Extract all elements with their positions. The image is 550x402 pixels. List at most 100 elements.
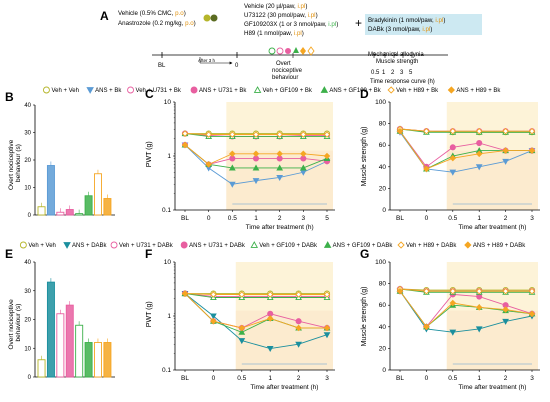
timeline-ticks: 0.5 1 2 3 5: [371, 52, 413, 76]
data-point: [295, 341, 302, 348]
data-point: [449, 169, 457, 176]
panel-b: B Overt nociceptive behaviour (s) 0 10 20 30 40: [5, 90, 115, 219]
data-point: [475, 326, 483, 333]
x-axis-label: Time after treatment (h): [458, 224, 526, 231]
data-point: [396, 127, 404, 135]
data-point: [449, 127, 457, 135]
x-tick-label: 1: [477, 215, 481, 222]
panel-letter: C: [145, 87, 154, 101]
data-point: [323, 131, 331, 138]
x-tick-label: 0: [207, 215, 211, 222]
panel-letter: D: [360, 87, 369, 101]
y-axis-label: Overt nociceptive: [8, 139, 15, 190]
legend-marker: [387, 86, 395, 94]
panel-letter: G: [360, 247, 369, 261]
overt-line2: nociceptive: [272, 68, 303, 74]
legend-entry: ANS + U731 + DABk: [189, 243, 246, 249]
treatment-vehicle-label: Vehicle (20 µl/paw, i.pl): [244, 3, 307, 10]
y-tick-label: 30: [24, 131, 31, 137]
data-point: [528, 287, 536, 295]
legend-marker: [447, 86, 455, 94]
overt-line1: Overt: [276, 61, 291, 67]
data-point: [502, 158, 509, 165]
y-tick-label: 0: [382, 367, 386, 374]
data-point: [396, 287, 404, 295]
y-tick-label: 40: [379, 164, 387, 171]
bar: [37, 206, 46, 216]
bar: [56, 313, 65, 378]
y-tick-label: 20: [379, 345, 387, 352]
bar: [94, 173, 102, 216]
x-tick-label: 0.5: [448, 375, 457, 382]
y-tick-label: 0.1: [162, 207, 171, 214]
y-tick-label: 10: [164, 259, 172, 266]
data-point: [323, 291, 331, 298]
data-point: [528, 147, 536, 154]
y-tick-label: 80: [379, 281, 387, 288]
legend-marker: [127, 86, 135, 94]
data-point: [449, 287, 457, 295]
data-point: [502, 318, 509, 325]
x-tick-label: BL: [396, 375, 404, 382]
data-point: [502, 127, 509, 135]
bar: [94, 342, 102, 378]
series-line: [399, 288, 532, 291]
data-point: [295, 318, 302, 325]
y-tick-label: 20: [379, 185, 387, 192]
x-tick-label: 1: [268, 375, 272, 382]
legend-marker: [63, 242, 71, 249]
data-point: [238, 328, 246, 335]
data-point: [266, 345, 274, 353]
x-axis-label: Time after treatment (h): [250, 384, 318, 391]
data-point: [229, 131, 236, 138]
y-tick-label: 60: [379, 302, 387, 309]
panel-letter: F: [145, 247, 152, 261]
data-point: [205, 161, 212, 168]
y-axis-label: behaviour (s): [15, 144, 22, 182]
x-tick-label: 2: [504, 375, 508, 382]
x-tick-label: 1: [477, 375, 481, 382]
data-point: [238, 338, 246, 345]
panel-g: G Muscle strength (g) 0 20 40 60 80 100 BL 0 0.5 1 2…: [360, 247, 540, 391]
timeline-tick-label: 0.5: [371, 70, 380, 76]
treatment-h89-label: H89 (1 nmol/paw, i.pl): [244, 30, 304, 37]
series-line: [184, 293, 328, 349]
y-axis-label: Overt nociceptive: [8, 299, 15, 350]
legend-marker: [464, 241, 472, 249]
mech-line1: Mechanical allodynia: [368, 52, 424, 58]
x-tick-label: BL: [396, 215, 404, 222]
bar: [75, 213, 84, 216]
y-tick-label: 10: [24, 346, 31, 352]
data-point: [238, 324, 246, 332]
data-point: [252, 164, 260, 171]
data-point: [295, 324, 302, 332]
treatment-window-lower: [235, 310, 333, 370]
y-tick-label: 20: [24, 158, 31, 164]
legend-marker: [86, 87, 94, 94]
legend-entry: Veh + GF109 + DABk: [259, 243, 318, 249]
data-point: [210, 313, 217, 320]
data-point: [295, 291, 302, 298]
data-point: [276, 174, 284, 182]
timeline-tick-label: 3: [400, 70, 404, 76]
y-tick-label: 0: [28, 375, 32, 381]
x-tick-label: 0.5: [228, 215, 237, 222]
data-point: [228, 164, 236, 171]
timeline-bl: BL: [158, 63, 166, 69]
data-point: [252, 131, 260, 138]
y-tick-label: 100: [375, 259, 386, 266]
legend-marker: [110, 241, 118, 249]
y-tick-label: 40: [379, 324, 387, 331]
treatment-window-lower: [446, 150, 538, 210]
data-point: [229, 150, 236, 158]
data-point: [423, 127, 430, 135]
legend-marker: [397, 241, 405, 249]
data-point: [181, 141, 189, 149]
series-line: [399, 290, 533, 333]
data-point: [423, 323, 430, 331]
anastrozole-marker: [210, 14, 218, 22]
data-point: [449, 329, 457, 336]
data-point: [449, 299, 457, 307]
x-tick-label: 5: [325, 215, 329, 222]
legend-entry: ANS + GF109 + DABk: [333, 243, 394, 249]
